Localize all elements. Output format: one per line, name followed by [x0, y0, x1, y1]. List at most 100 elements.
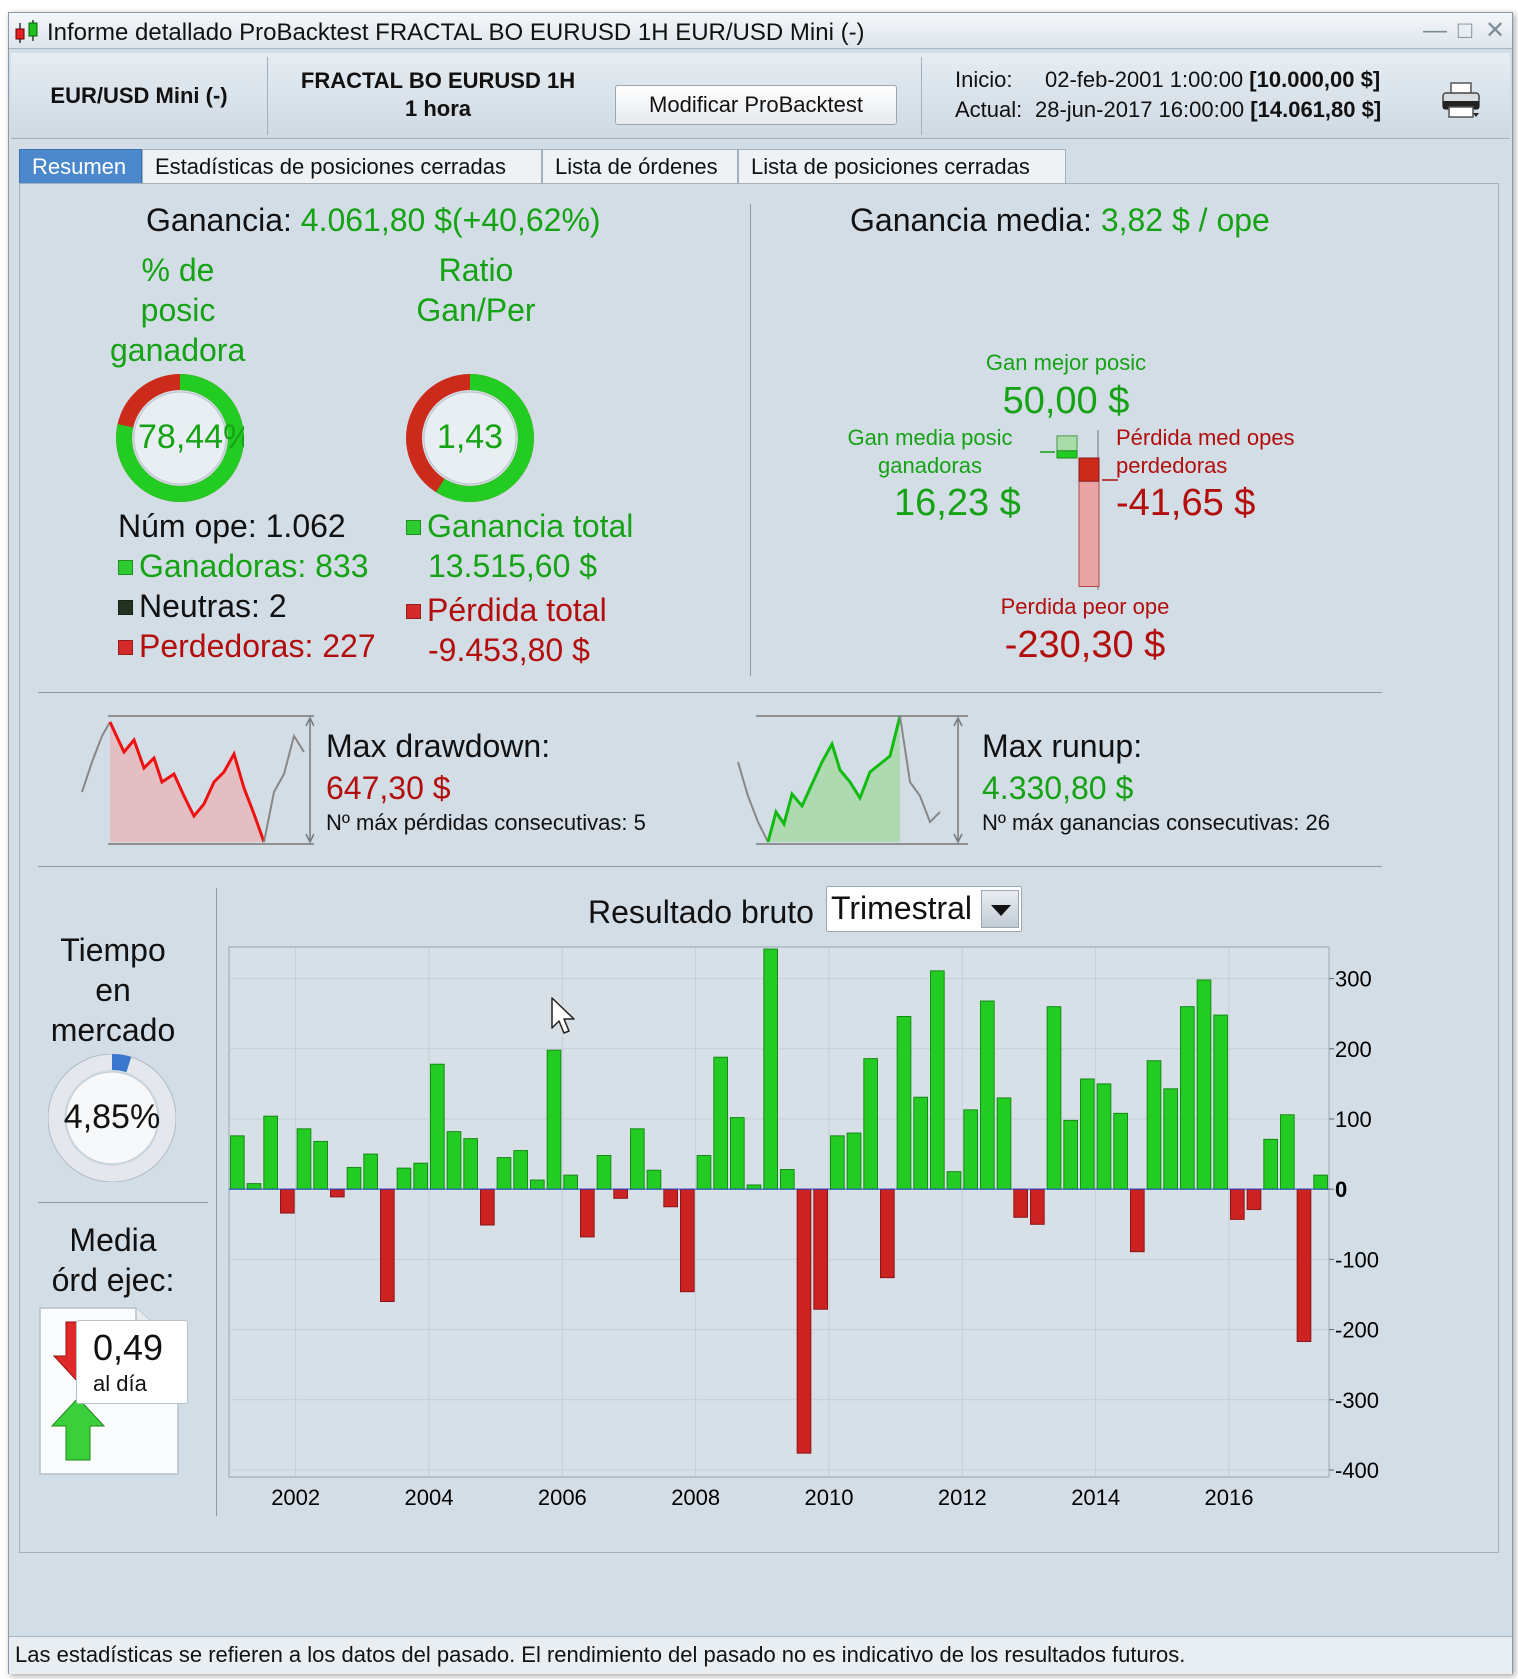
close-icon[interactable]: ✕ [1484, 17, 1506, 44]
period-dropdown[interactable]: Trimestral [826, 886, 1022, 932]
current-date: 28-jun-2017 16:00:00 [1035, 97, 1245, 122]
profit-bar [713, 1056, 729, 1190]
profit-bar [463, 1138, 478, 1190]
title-bar: Informe detallado ProBacktest FRACTAL BO… [9, 13, 1512, 49]
loss-bar [813, 1188, 828, 1310]
win-pct-title: % de posic ganadoras [110, 250, 246, 370]
winners-value: 833 [315, 548, 369, 584]
tab-resumen[interactable]: Resumen [19, 149, 142, 183]
chevron-down-icon[interactable] [981, 890, 1019, 928]
profit-bar [1146, 1060, 1162, 1190]
backtest-report-window: Informe detallado ProBacktest FRACTAL BO… [8, 12, 1513, 1674]
gain-value: 4.061,80 $ [300, 202, 453, 238]
ratio-value: 1,43 [436, 418, 504, 456]
orders-title-line: órd ejec: [51, 1262, 175, 1298]
profit-bar [1096, 1083, 1112, 1190]
ratio-title: Ratio Gan/Per [380, 250, 572, 330]
maximize-icon[interactable]: □ [1457, 17, 1473, 44]
profit-bar [230, 1135, 245, 1190]
orders-title-line: Media [69, 1222, 157, 1258]
win-pct-title-line: ganadoras [110, 332, 246, 368]
avg-loss-label-line: Pérdida med opes [1116, 425, 1295, 450]
runup-label: Max runup: [982, 728, 1143, 764]
loss-bar [1230, 1188, 1245, 1220]
profit-bar [1263, 1138, 1279, 1190]
loss-bar [680, 1188, 695, 1293]
win-pct-gauge: 78,44% [116, 374, 244, 502]
profit-bar [646, 1169, 662, 1190]
worst-trade-label: Perdida peor ope [1000, 594, 1170, 619]
profit-bar [1213, 1014, 1228, 1190]
orders-unit: al día [93, 1371, 147, 1396]
total-gain-value: 13.515,60 $ [428, 548, 598, 584]
profit-bar [730, 1117, 745, 1190]
tab-lista-ordenes[interactable]: Lista de órdenes [542, 149, 738, 183]
num-trades-value: 1.062 [265, 508, 346, 544]
ratio-title-line: Ratio [438, 252, 514, 288]
profit-bar [913, 1096, 928, 1190]
profit-bar [1180, 1006, 1195, 1190]
loss-bar [613, 1188, 629, 1199]
black-square-icon [118, 600, 133, 615]
chart-x-axis: 2002 2004 2006 2008 2010 2012 2014 2016 [271, 1485, 1253, 1510]
losers-row: Perdedoras: 227 [118, 626, 376, 666]
profit-bar [980, 1000, 995, 1190]
ratio-title-line: Gan/Per [416, 292, 536, 328]
profit-bar [513, 1150, 529, 1190]
runup-value: 4.330,80 $ [982, 770, 1134, 806]
start-capital: [10.000,00 $] [1249, 67, 1381, 92]
red-square-icon [118, 640, 133, 655]
profit-bar [1063, 1119, 1078, 1190]
printer-icon[interactable] [1439, 79, 1485, 123]
total-gain-label-row: Ganancia total [406, 506, 633, 546]
x-tick-label: 2014 [1071, 1485, 1120, 1510]
trade-counts: Núm ope: 1.062 Ganadoras: 833 Neutras: 2… [118, 506, 376, 666]
profit-bar [496, 1157, 512, 1190]
profit-bar [630, 1128, 645, 1190]
profit-bar [896, 1015, 912, 1190]
loss-bar [580, 1188, 595, 1238]
tab-lista-posiciones[interactable]: Lista de posiciones cerradas [738, 149, 1066, 183]
x-tick-label: 2004 [405, 1485, 454, 1510]
x-tick-label: 2008 [671, 1485, 720, 1510]
y-tick-label: 100 [1335, 1107, 1372, 1132]
profit-bar [363, 1153, 378, 1190]
losers-value: 227 [322, 628, 376, 664]
minimize-icon[interactable]: — [1423, 17, 1447, 44]
gauge-win-arc [116, 374, 244, 502]
drawdown-illustration [81, 715, 314, 845]
loss-bar [330, 1188, 345, 1198]
avg-win-label-line: ganadoras [878, 453, 982, 478]
tab-estadisticas[interactable]: Estadísticas de posiciones cerradas [142, 149, 542, 183]
profit-bar [780, 1169, 795, 1190]
window-title: Informe detallado ProBacktest FRACTAL BO… [47, 19, 865, 46]
profit-bar [1113, 1112, 1128, 1190]
current-capital: [14.061,80 $] [1250, 97, 1382, 122]
profit-bar [930, 970, 945, 1190]
avg-gain-value: 3,82 $ / ope [1100, 202, 1270, 238]
section-divider [38, 866, 1382, 867]
win-pct-title-line: posic [140, 292, 216, 328]
profit-bar [846, 1132, 862, 1190]
profit-bar [863, 1058, 878, 1190]
neutral-value: 2 [268, 588, 287, 624]
mouse-cursor-icon [551, 997, 575, 1034]
chart-y-axis: 300 200 100 0 -100 -200 -300 -400 [1329, 967, 1379, 1483]
avg-win-label-line: Gan media posic [847, 425, 1013, 450]
report-header: EUR/USD Mini (-) FRACTAL BO EURUSD 1H 1 … [11, 53, 1510, 139]
profit-bar [763, 948, 778, 1190]
loss-bar [880, 1188, 895, 1279]
green-square-icon [118, 560, 133, 575]
loss-bar [380, 1188, 395, 1303]
modify-probacktest-button[interactable]: Modificar ProBacktest [615, 85, 897, 125]
strategy-name: FRACTAL BO EURUSD 1H [300, 68, 576, 93]
x-tick-label: 2010 [805, 1485, 854, 1510]
winners-label: Ganadoras: [139, 548, 307, 584]
time-in-market-title-line: mercado [50, 1012, 176, 1048]
x-tick-label: 2012 [938, 1485, 987, 1510]
time-in-market-title-line: Tiempo [60, 932, 166, 968]
x-tick-label: 2002 [271, 1485, 320, 1510]
profit-bar [396, 1167, 412, 1190]
max-consec-wins: Nº máx ganancias consecutivas: 26 [982, 810, 1330, 835]
loss-bar [1013, 1188, 1028, 1218]
